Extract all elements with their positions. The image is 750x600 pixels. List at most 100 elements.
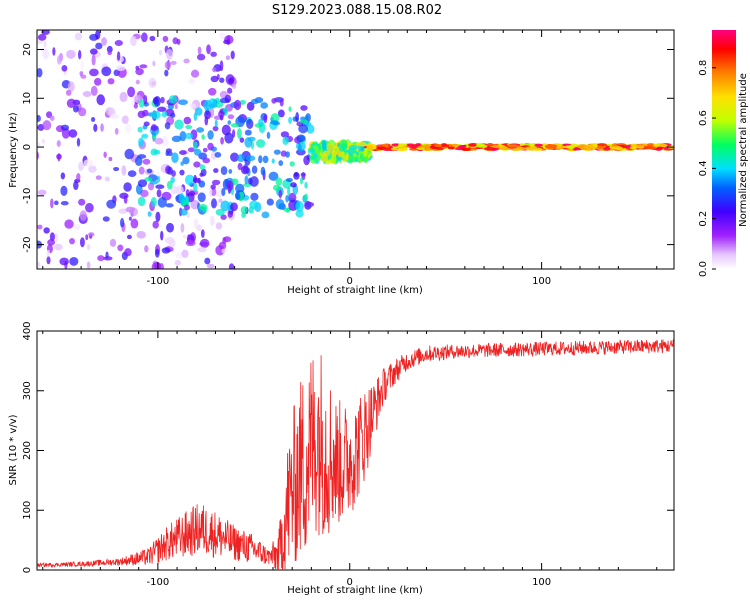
spectrogram-cell: [133, 102, 138, 109]
spectrogram-cell: [214, 152, 222, 158]
spectrogram-cell: [152, 60, 156, 67]
spectrogram-heatmap: [37, 30, 674, 269]
spectrogram-cell: [73, 224, 81, 231]
spectrogram-cell: [176, 38, 181, 45]
spectrogram-cell: [199, 238, 210, 249]
spectrogram-cell: [515, 147, 527, 151]
spectrogram-cell: [174, 259, 182, 266]
spectrogram-cell: [249, 200, 259, 210]
spectrogram-cell: [194, 107, 203, 116]
spectrogram-cell: [250, 98, 259, 105]
spectrogram-cell: [250, 192, 259, 201]
spectrogram-cell: [236, 128, 242, 139]
spectrogram-cell: [326, 143, 336, 154]
spectrogram-cell: [160, 230, 164, 241]
spectrogram-cell: [360, 145, 365, 152]
spectrogram-cell: [237, 162, 243, 171]
spectrogram-cell: [237, 154, 245, 163]
spectrogram-cell: [211, 179, 221, 186]
spectrogram-cell: [56, 140, 61, 147]
spectrogram-cell: [210, 75, 219, 83]
spectrogram-cell: [182, 234, 188, 239]
spectrogram-cell: [149, 180, 158, 185]
spectrogram-cell: [204, 257, 211, 265]
spectrogram-cell: [296, 134, 306, 143]
spectrogram-cell: [345, 152, 349, 161]
spectrogram-cell: [193, 174, 197, 184]
spectrogram-cell: [174, 119, 184, 130]
spectrogram-cell: [154, 137, 164, 145]
spectrogram-cell: [60, 185, 68, 196]
colorbar-tick-label: 0.4: [698, 160, 709, 176]
spectrogram-cell: [110, 113, 120, 120]
spectrogram-cell: [161, 135, 169, 147]
spectrogram-cell: [174, 104, 178, 110]
spectrogram-cell: [275, 199, 285, 210]
spectrogram-cell: [157, 106, 167, 112]
spectrogram-cell: [43, 227, 50, 234]
spectrogram-cell: [282, 136, 289, 145]
spectrogram-cell: [367, 145, 374, 149]
spectrogram-cell: [210, 215, 215, 226]
spectrogram-cell: [91, 54, 96, 66]
spectrogram-cell: [170, 60, 177, 65]
spectrogram-cell: [151, 110, 161, 120]
spectrogram-cell: [64, 219, 74, 229]
spectrogram-cell: [289, 161, 295, 167]
spectrogram-cell: [206, 44, 211, 55]
spectrogram-cell: [221, 187, 226, 197]
spectrogram-cell: [85, 202, 94, 213]
spectrogram-cell: [86, 244, 91, 251]
spectrogram-cell: [193, 148, 202, 156]
spectrogram-cell: [95, 42, 103, 50]
spectrogram-cell: [534, 143, 543, 147]
spectrogram-cell: [230, 50, 235, 60]
spectrogram-cell: [78, 107, 87, 117]
spectrogram-cell: [97, 255, 105, 262]
spectrogram-cell: [165, 48, 173, 60]
spectrogram-cell: [288, 116, 293, 124]
spectrogram-cell: [164, 122, 171, 130]
spectrogram-cell: [161, 110, 168, 118]
spectrogram-cell: [275, 177, 283, 186]
spectrogram-cell: [185, 124, 193, 130]
spectrogram-cell: [165, 150, 169, 156]
spectrogram-cell: [54, 233, 59, 243]
spectrogram-cell: [114, 40, 123, 47]
spectrogram-cell: [188, 190, 196, 197]
spectrogram-cell: [144, 177, 153, 182]
spectrogram-cell: [116, 51, 121, 62]
spectrogram-cell: [66, 98, 77, 108]
spectrogram-cell: [597, 143, 607, 147]
spectrogram-cell: [227, 87, 233, 94]
spectrogram-cell: [300, 105, 308, 111]
spectrogram-cell: [287, 186, 291, 196]
spectrogram-cell: [49, 232, 55, 242]
spectrogram-cell: [210, 187, 217, 197]
figure-title: S129.2023.088.15.08.R02: [272, 3, 442, 18]
spectrogram-cell: [285, 194, 289, 203]
spectrogram-cell: [83, 159, 94, 167]
spectrogram-cell: [233, 99, 242, 111]
spectrogram-cell: [151, 81, 157, 86]
spectrogram-cell: [190, 69, 200, 78]
spectrogram-cell: [116, 65, 126, 72]
spectrogram-cell: [94, 77, 102, 86]
spectrogram-cell: [165, 165, 172, 175]
spectrogram-cell: [113, 166, 120, 172]
spectrogram-cell: [144, 245, 149, 253]
spectrogram-cell: [86, 261, 91, 269]
spectrogram-cell: [57, 153, 61, 162]
snr-ytick-label: 0: [22, 567, 33, 573]
spectrogram-cell: [304, 193, 308, 202]
spectrogram-cell: [278, 189, 283, 199]
spectrogram-cell: [146, 168, 153, 174]
spectrogram-cell: [397, 143, 408, 147]
spectrogram-cell: [149, 35, 156, 42]
spectrogram-cell: [141, 32, 148, 43]
spectrogram-cell: [52, 47, 56, 56]
spectrogram-cell: [288, 106, 292, 112]
spectrogram-cell: [123, 194, 128, 204]
spectrogram-cell: [209, 186, 213, 197]
spectrogram-cell: [298, 124, 309, 134]
